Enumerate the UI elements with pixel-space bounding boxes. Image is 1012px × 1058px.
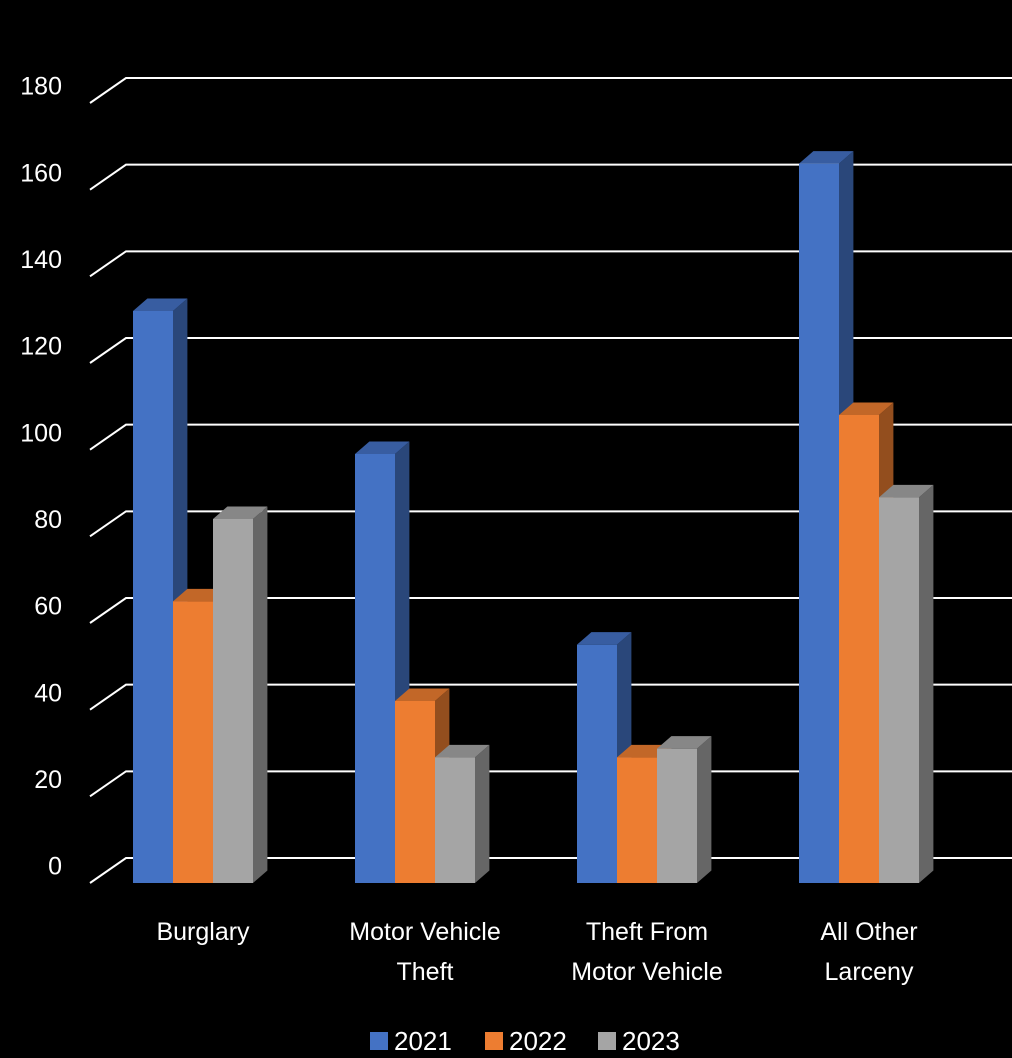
gridline-40 <box>89 683 1012 711</box>
y-tick-label: 160 <box>20 159 62 187</box>
x-category-label: Motor Vehicle <box>349 918 500 946</box>
legend-label: 2023 <box>622 1026 680 1056</box>
y-tick-label: 20 <box>34 766 62 794</box>
legend-label: 2021 <box>394 1026 452 1056</box>
bar-2023-3 <box>879 484 934 883</box>
legend-swatch <box>598 1032 616 1050</box>
legend-item-2023: 2023 <box>598 1026 680 1056</box>
gridline-140 <box>89 250 1012 278</box>
legend-label: 2022 <box>509 1026 567 1056</box>
x-category-label: Burglary <box>156 918 250 946</box>
x-category-label: All Other <box>820 918 917 946</box>
x-category-label: Theft From <box>586 918 708 946</box>
y-tick-label: 120 <box>20 333 62 361</box>
y-tick-label: 40 <box>34 679 62 707</box>
bar-2021-0 <box>133 298 188 883</box>
y-tick-label: 60 <box>34 593 62 621</box>
y-tick-label: 100 <box>20 419 62 447</box>
legend-item-2021: 2021 <box>370 1026 452 1056</box>
gridline-160 <box>89 163 1012 191</box>
legend-item-2022: 2022 <box>485 1026 567 1056</box>
gridline-20 <box>89 770 1012 798</box>
y-tick-label: 80 <box>34 506 62 534</box>
gridline-100 <box>89 423 1012 451</box>
gridline-60 <box>89 597 1012 624</box>
gridline-180 <box>89 77 1012 104</box>
legend-swatch <box>370 1032 388 1050</box>
gridline-0 <box>89 857 1012 884</box>
x-category-label: Larceny <box>825 958 914 986</box>
gridline-120 <box>89 337 1012 364</box>
x-category-label: Theft <box>397 958 454 986</box>
y-tick-label: 140 <box>20 246 62 274</box>
y-tick-label: 180 <box>20 73 62 101</box>
legend-swatch <box>485 1032 503 1050</box>
bar-2023-2 <box>657 736 712 883</box>
bar-2023-1 <box>435 744 490 883</box>
gridline-80 <box>89 510 1012 538</box>
x-category-label: Motor Vehicle <box>571 958 722 986</box>
bar-2023-0 <box>213 506 268 883</box>
y-tick-label: 0 <box>48 853 62 881</box>
